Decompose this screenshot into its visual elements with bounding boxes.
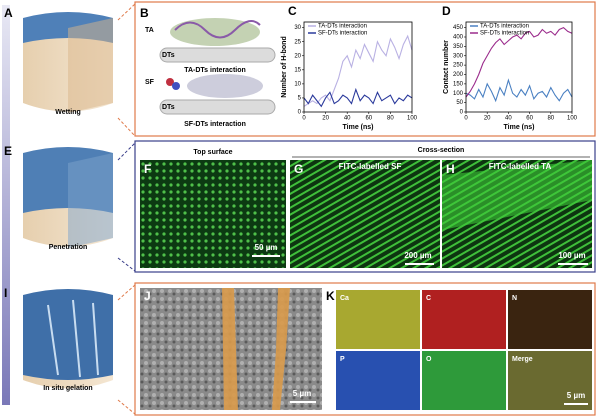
map-label: P [340, 356, 345, 363]
section-title: Top surface [193, 149, 232, 156]
x-tick-label: 60 [526, 116, 533, 122]
y-tick-label: 0 [298, 110, 302, 116]
map-label: C [426, 295, 431, 302]
y-tick-label: 10 [294, 81, 301, 87]
panel-k: K Ca C N P O Merge 5 µm [326, 289, 592, 410]
panel-letter: E [4, 144, 12, 158]
panel-letter: G [294, 162, 303, 176]
zoom-line [117, 142, 136, 272]
image-g [290, 160, 440, 268]
microscopy: Top surface Cross-section F G H FITC-lab… [140, 147, 592, 268]
y-tick-label: 150 [453, 81, 464, 87]
legend-entry: SF-DTs interaction [318, 31, 367, 37]
molecule-label: TA [145, 27, 154, 34]
x-axis-label: Time (ns) [343, 124, 374, 131]
panel-letter: B [140, 6, 149, 20]
process-arrow [2, 5, 10, 405]
y-tick-label: 0 [460, 110, 464, 116]
scale-bar: 5 µm [293, 389, 311, 398]
panel-letter: D [442, 4, 451, 18]
caption: In situ gelation [43, 385, 92, 392]
x-tick-label: 0 [464, 116, 468, 122]
x-axis-label: Time (ns) [504, 124, 535, 131]
y-tick-label: 350 [453, 44, 464, 50]
x-tick-label: 40 [505, 116, 512, 122]
y-tick-label: 50 [456, 100, 463, 106]
legend-entry: TA-DTs interaction [318, 24, 367, 30]
molecule-label: DTs [162, 52, 175, 59]
y-axis-label: Contact number [443, 40, 450, 94]
y-tick-label: 25 [294, 39, 301, 45]
x-tick-label: 20 [322, 116, 329, 122]
panel-letter: A [4, 6, 13, 20]
series-line [303, 87, 413, 108]
x-tick-label: 80 [387, 116, 394, 122]
y-tick-label: 300 [453, 53, 464, 59]
caption: TA-DTs interaction [184, 67, 246, 74]
tube-illustrations [23, 12, 113, 389]
scale-bar: 100 µm [558, 251, 585, 260]
y-tick-label: 15 [294, 67, 301, 73]
image-f [140, 160, 286, 268]
legend-entry: SF-DTs interaction [480, 31, 529, 37]
row-frame [134, 1, 596, 137]
y-tick-label: 200 [453, 72, 464, 78]
section-title: Cross-section [418, 147, 465, 154]
element-map [336, 351, 420, 410]
zoom-line [117, 284, 136, 415]
scale-bar: 5 µm [567, 391, 585, 400]
element-map [422, 351, 506, 410]
x-tick-label: 0 [302, 116, 306, 122]
panel-letter: J [144, 289, 151, 303]
row-frame [134, 140, 596, 273]
x-tick-label: 60 [365, 116, 372, 122]
image-title: FITC-labelled TA [489, 162, 552, 171]
panel-j: J 5 µm [140, 288, 322, 410]
caption: Wetting [55, 109, 81, 116]
scale-bar: 50 µm [255, 243, 278, 252]
x-tick-label: 100 [567, 116, 578, 122]
map-label: N [512, 295, 517, 302]
panel-letter: C [288, 4, 297, 18]
row-frame [134, 282, 596, 416]
y-tick-label: 30 [294, 25, 301, 31]
panel-letter: H [446, 162, 455, 176]
panel-b: B TA DTs TA-DTs interaction SF DTs SF-DT… [140, 6, 276, 128]
panel-letter: K [326, 289, 335, 303]
x-tick-label: 100 [407, 116, 418, 122]
x-tick-label: 20 [484, 116, 491, 122]
y-tick-label: 20 [294, 53, 301, 59]
y-tick-label: 450 [453, 25, 464, 31]
legend-entry: TA-DTs interaction [480, 24, 529, 30]
caption: SF-DTs interaction [184, 121, 246, 128]
plot-frame [303, 21, 413, 113]
map-label: Merge [512, 356, 533, 363]
y-axis-label: Number of H-bond [281, 36, 288, 97]
panel-letter: I [4, 286, 7, 300]
element-map [336, 290, 420, 349]
map-label: O [426, 356, 432, 363]
series-line [465, 78, 573, 103]
plot-frame [465, 21, 573, 113]
element-map [508, 290, 592, 349]
map-label: Ca [340, 295, 349, 302]
image-title: FITC-labelled SF [339, 162, 402, 171]
zoom-line [117, 3, 136, 137]
series-line [465, 26, 573, 98]
panel-letter: F [144, 162, 151, 176]
series-line [303, 34, 413, 107]
x-tick-label: 40 [344, 116, 351, 122]
y-tick-label: 400 [453, 35, 464, 41]
x-tick-label: 80 [547, 116, 554, 122]
element-map [422, 290, 506, 349]
scale-bar: 200 µm [404, 251, 431, 260]
y-tick-label: 250 [453, 63, 464, 69]
y-tick-label: 5 [298, 96, 302, 102]
molecule-label: SF [145, 79, 155, 86]
molecule-label: DTs [162, 104, 175, 111]
element-map [508, 351, 592, 410]
caption: Penetration [49, 244, 88, 251]
y-tick-label: 100 [453, 91, 464, 97]
